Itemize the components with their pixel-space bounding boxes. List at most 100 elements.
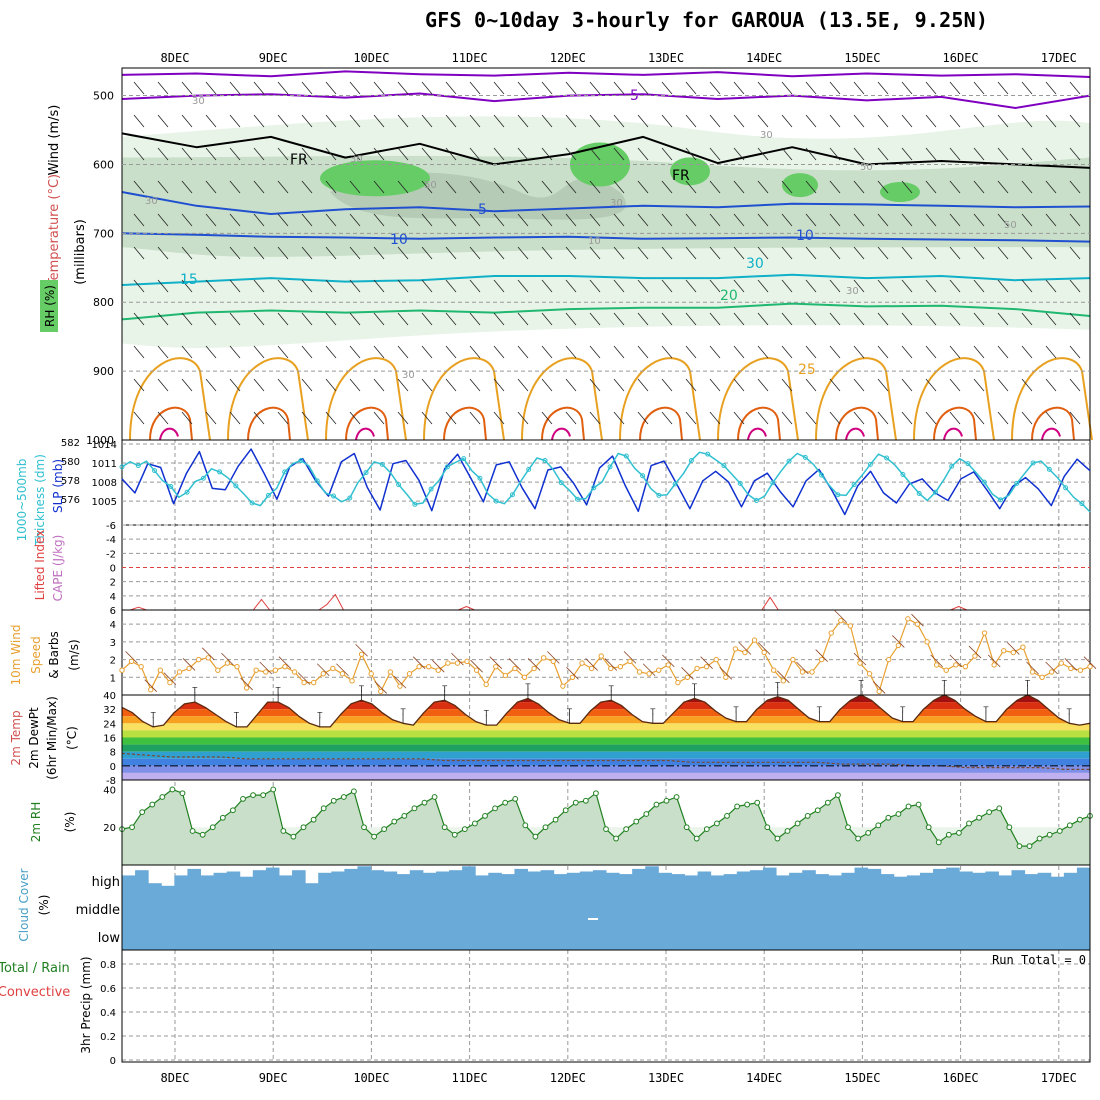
rh2m-marker <box>320 805 327 812</box>
rh2m-marker <box>240 795 246 802</box>
wind-barb <box>541 147 553 161</box>
wind-barb <box>493 411 505 425</box>
wind-barb <box>901 81 913 95</box>
date-label-top: 17DEC <box>1041 51 1077 65</box>
wind-barb <box>253 345 265 359</box>
wind-barb <box>661 81 673 95</box>
precip-convective-label: Convective <box>0 985 70 1000</box>
rh2m-marker <box>219 814 226 821</box>
wind10m-marker <box>905 616 911 622</box>
wind-barb <box>829 411 841 425</box>
wind-barb <box>829 213 841 227</box>
wind-barb <box>421 147 433 161</box>
rh2m-marker <box>461 826 468 833</box>
wind-barb <box>805 246 817 260</box>
precip-tick-label: 0.6 <box>100 984 116 995</box>
wind-barb <box>253 279 265 293</box>
cloud-high-bar <box>671 874 685 891</box>
rh2m-marker <box>764 824 771 831</box>
wind-barb <box>637 312 649 326</box>
thickness-marker <box>1079 501 1085 507</box>
temp-color-band <box>122 737 1090 745</box>
wind10m-barb <box>1007 642 1020 655</box>
temp-tick-label: 16 <box>103 734 116 745</box>
rh2m-marker <box>532 833 539 840</box>
rh2m-marker <box>482 812 488 819</box>
cloud-high-bar <box>802 870 816 891</box>
wind-barb <box>853 213 865 227</box>
wind-barb <box>733 411 745 425</box>
temp2m-line <box>121 694 1091 728</box>
wind10m-barb <box>585 658 598 671</box>
wind-barb <box>157 345 169 359</box>
wind10m-marker <box>972 653 978 659</box>
wind-barb <box>949 411 961 425</box>
rh2m-marker <box>1056 828 1063 834</box>
wind-barb <box>1069 279 1081 293</box>
wind10m-barb <box>144 679 158 692</box>
precip-tick-label: 0.8 <box>100 960 116 971</box>
slp-axis-label: SLP (mb) <box>51 459 65 513</box>
wind10m-barb <box>431 659 445 673</box>
wind10m-barb <box>297 672 311 685</box>
wind10m-marker <box>713 656 719 663</box>
wind-barb <box>277 246 289 260</box>
wind-barb <box>733 81 745 95</box>
wind-barb <box>853 246 865 260</box>
wind10m-marker <box>1039 674 1045 680</box>
wind-barb <box>661 378 673 392</box>
wind-barb <box>589 213 601 227</box>
wind-barb <box>133 147 145 161</box>
wind-barb <box>613 114 625 128</box>
wind-barb <box>133 345 145 359</box>
wind-barb <box>445 378 457 392</box>
wind-barb <box>397 81 409 95</box>
wind-barb <box>157 180 169 194</box>
cloud-axis-label: Cloud Cover <box>17 868 31 941</box>
wind-barb <box>877 114 889 128</box>
wind10m-barb <box>412 656 426 669</box>
thickness-marker <box>1014 480 1020 486</box>
precip-total-label: Total / Rain <box>0 961 70 976</box>
wind-barb <box>733 180 745 194</box>
cloud-high-bar <box>187 868 201 891</box>
wind-barb <box>541 81 553 95</box>
cloud-high-bar <box>933 868 947 891</box>
rh2m-marker <box>189 828 196 834</box>
wind10m-marker <box>464 658 470 665</box>
wind10m-marker <box>617 663 624 670</box>
rh-axis-label: RH (%) <box>43 285 57 327</box>
wind10m-marker <box>1077 667 1084 673</box>
thickness-marker <box>298 458 304 464</box>
wind10m-marker <box>454 660 461 666</box>
wind10m-marker <box>541 655 547 661</box>
wind-barb <box>805 312 817 326</box>
wind-barb <box>133 213 145 227</box>
isotherm-30-arc <box>639 406 683 441</box>
cloud-high-bar <box>370 870 385 891</box>
contour-label: 30 <box>350 154 363 165</box>
cloud-high-bar <box>946 867 960 891</box>
wind10m-barb <box>853 652 867 666</box>
wind10m-marker <box>435 667 441 673</box>
rh2m-marker <box>1006 824 1013 831</box>
thickness-marker <box>575 496 581 502</box>
rh2m-marker <box>744 801 751 808</box>
wind-barb <box>733 345 745 359</box>
cloud-high-bar <box>383 871 398 891</box>
isotherm-35-arc <box>747 427 767 441</box>
wind-barb <box>205 246 217 260</box>
wind10m-axis-label-1: 10m Wind <box>9 625 23 686</box>
wind-barb <box>349 147 361 161</box>
temp-color-band <box>122 758 1090 766</box>
wind-barb <box>1069 81 1081 95</box>
wind-barb <box>445 81 457 95</box>
wind-barb <box>181 246 193 260</box>
wind-barb <box>757 81 769 95</box>
wind-barb <box>973 378 985 392</box>
wind-barb <box>757 213 769 227</box>
cloud-high-bar <box>305 883 319 891</box>
wind10m-marker <box>186 665 192 672</box>
wind-barb <box>901 114 913 128</box>
cloud-high-bar <box>449 870 463 891</box>
